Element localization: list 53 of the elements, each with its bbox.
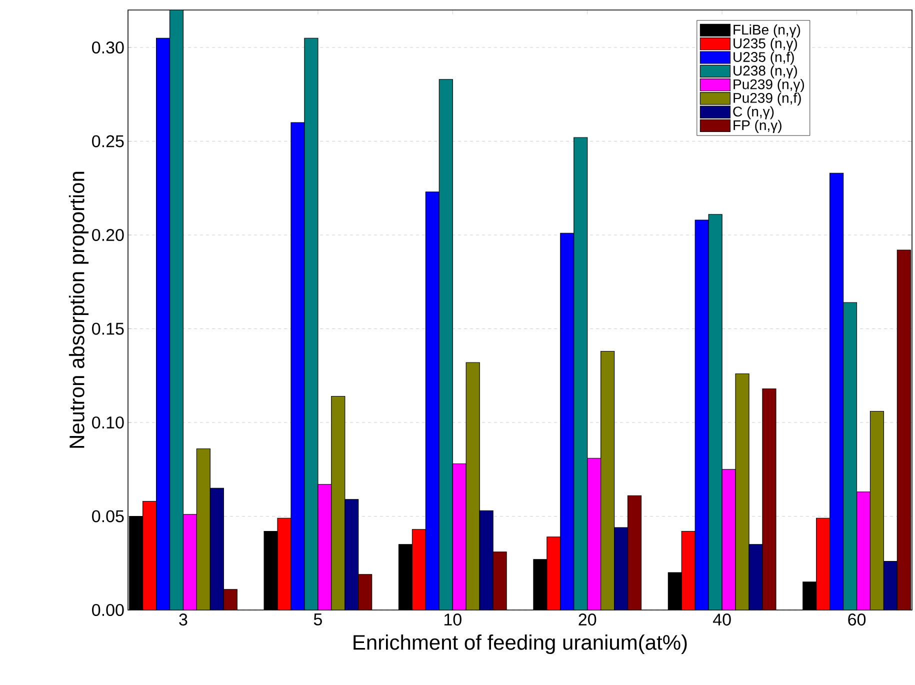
x-axis-title: Enrichment of feeding uranium(at%) bbox=[354, 634, 687, 654]
bar bbox=[358, 574, 372, 610]
x-tick-label: 40 bbox=[713, 614, 731, 626]
x-tick-label: 20 bbox=[578, 614, 596, 626]
bar bbox=[479, 510, 494, 610]
bar bbox=[574, 137, 588, 610]
bar bbox=[492, 552, 507, 610]
y-tick-label: 0.00 bbox=[92, 604, 124, 616]
bar bbox=[843, 302, 858, 610]
legend-label: U235 (n,γ) bbox=[734, 38, 797, 52]
bar bbox=[277, 518, 292, 610]
bar bbox=[344, 499, 359, 610]
x-tick-label: 3 bbox=[179, 614, 188, 626]
bar bbox=[748, 544, 763, 610]
bar bbox=[546, 536, 561, 610]
y-tick-label: 0.25 bbox=[92, 135, 124, 148]
x-tick-label: 10 bbox=[444, 614, 462, 626]
bar bbox=[412, 529, 426, 610]
y-tick-label: 0.05 bbox=[92, 510, 124, 522]
bar bbox=[856, 492, 871, 610]
bar bbox=[223, 589, 238, 610]
bar bbox=[318, 484, 332, 610]
legend-label: U235 (n,f) bbox=[734, 52, 794, 65]
bar bbox=[587, 458, 602, 610]
bar bbox=[722, 469, 736, 610]
legend-label: FP (n,γ) bbox=[734, 120, 782, 133]
y-tick-label: 0.30 bbox=[92, 41, 124, 54]
bar bbox=[883, 560, 898, 610]
y-axis-title: Neutron absorption proportion bbox=[68, 172, 89, 448]
legend-label: U238 (n,γ) bbox=[734, 65, 797, 78]
bar bbox=[681, 530, 696, 610]
bar bbox=[816, 518, 830, 610]
bar bbox=[304, 38, 318, 610]
y-tick-label: 0.10 bbox=[92, 416, 124, 429]
bar bbox=[627, 495, 642, 610]
legend-label: Pu239 (n,f) bbox=[734, 92, 801, 106]
legend-label: Pu239 (n,γ) bbox=[734, 78, 804, 92]
bar bbox=[438, 79, 453, 610]
bar bbox=[762, 388, 776, 610]
y-tick-label: 0.15 bbox=[92, 322, 124, 335]
bar bbox=[452, 463, 466, 610]
bar bbox=[142, 500, 157, 610]
bar bbox=[896, 250, 911, 610]
legend-label: FLiBe (n,γ) bbox=[734, 24, 800, 38]
legend-label: C (n,γ) bbox=[733, 106, 774, 120]
bar bbox=[169, 10, 184, 610]
x-tick-label: 60 bbox=[848, 614, 866, 626]
x-tick-label: 5 bbox=[314, 614, 322, 626]
y-tick-label: 0.20 bbox=[92, 228, 124, 242]
bar bbox=[182, 514, 198, 610]
bar bbox=[708, 214, 722, 610]
bar bbox=[614, 527, 628, 610]
bar bbox=[210, 488, 224, 610]
